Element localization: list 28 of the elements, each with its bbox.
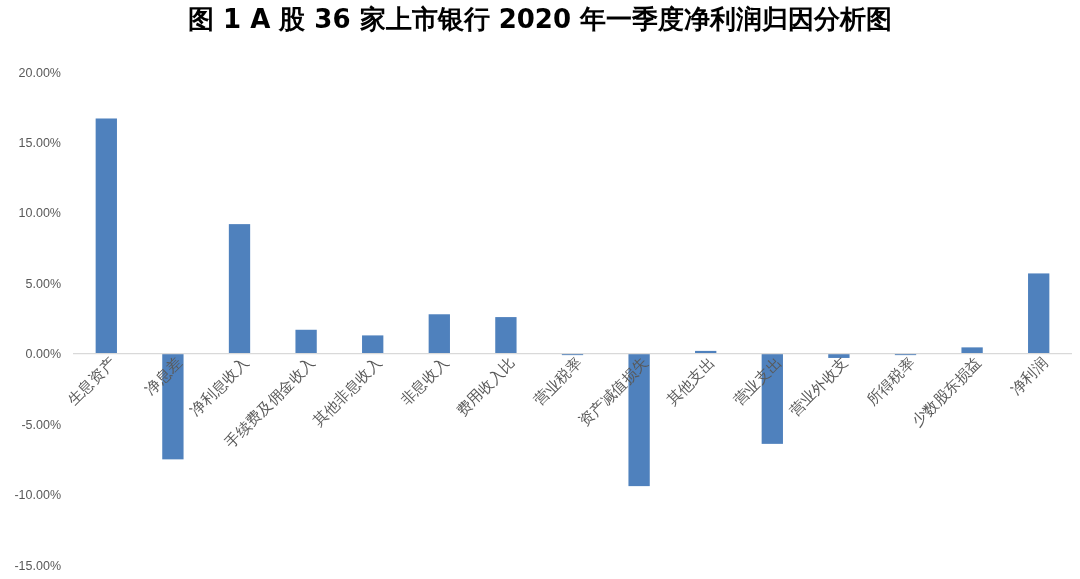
x-tick-label: 净息差 xyxy=(141,353,186,399)
y-tick-label: -10.00% xyxy=(14,488,61,503)
y-tick-label: -15.00% xyxy=(14,558,61,573)
x-tick-label: 费用收入比 xyxy=(452,353,519,420)
y-tick-label: 5.00% xyxy=(25,276,61,291)
bar xyxy=(95,118,117,354)
x-tick-label: 生息资产 xyxy=(63,353,120,409)
y-tick-label: 10.00% xyxy=(18,206,61,221)
y-tick-label: -5.00% xyxy=(21,417,61,432)
x-tick-label: 非息收入 xyxy=(396,353,453,409)
x-tick-label: 其他支出 xyxy=(663,353,719,409)
y-tick-label: 15.00% xyxy=(18,135,61,150)
x-tick-label: 营业外收支 xyxy=(785,353,852,420)
bar xyxy=(228,224,251,354)
x-tick-label: 所得税率 xyxy=(863,353,919,409)
bar xyxy=(1028,273,1050,354)
bar xyxy=(428,314,450,354)
x-tick-label: 营业税率 xyxy=(530,353,586,409)
bar xyxy=(961,347,983,354)
y-tick-label: 20.00% xyxy=(18,65,61,80)
bar xyxy=(495,317,517,354)
chart-title: 图 1 A 股 36 家上市银行 2020 年一季度净利润归因分析图 xyxy=(187,4,893,34)
x-tick-label: 营业支出 xyxy=(729,353,786,409)
bar xyxy=(828,353,850,358)
bar xyxy=(362,335,384,354)
bar xyxy=(295,329,317,354)
y-tick-label: 0.00% xyxy=(25,347,61,362)
x-tick-label: 净利润 xyxy=(1006,353,1052,399)
